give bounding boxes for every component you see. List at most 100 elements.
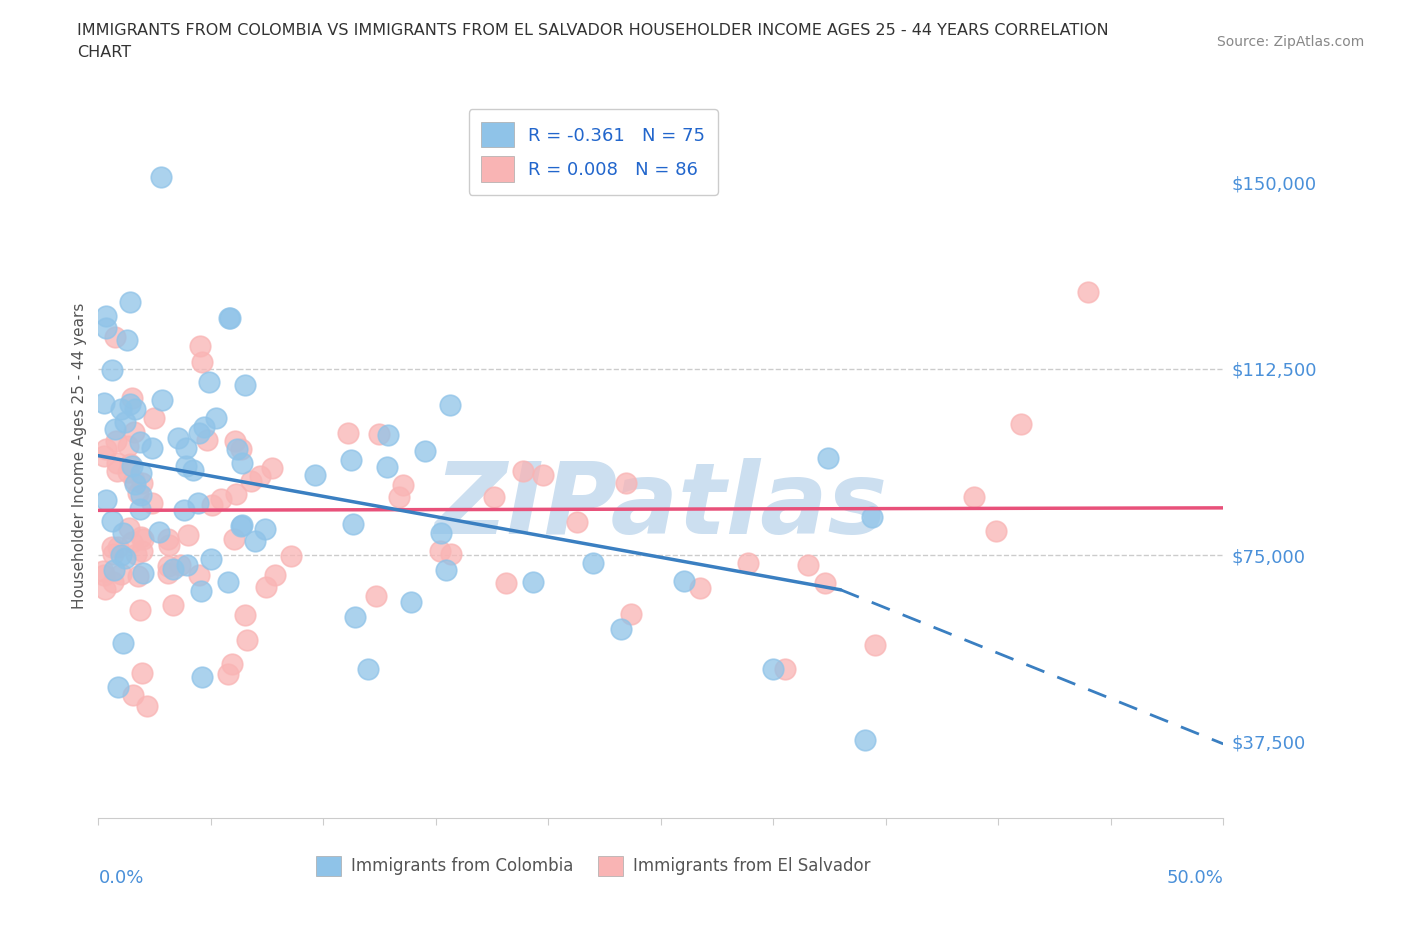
Point — [150, 392, 173, 407]
Point — [143, 411, 166, 426]
Point — [1010, 417, 1032, 432]
Point — [853, 733, 876, 748]
Legend: Immigrants from Colombia, Immigrants from El Salvador: Immigrants from Colombia, Immigrants fro… — [309, 849, 877, 883]
Point — [188, 339, 211, 353]
Point — [103, 421, 125, 436]
Point — [217, 575, 239, 590]
Point — [195, 432, 218, 447]
Point — [157, 538, 180, 552]
Point — [94, 442, 117, 457]
Point — [280, 549, 302, 564]
Point — [188, 568, 211, 583]
Point — [797, 557, 820, 572]
Point — [224, 433, 246, 448]
Point — [399, 594, 422, 609]
Point — [304, 467, 326, 482]
Point — [91, 564, 114, 578]
Point — [253, 522, 276, 537]
Point — [157, 532, 180, 547]
Point — [176, 527, 198, 542]
Point — [434, 563, 457, 578]
Point — [127, 485, 149, 500]
Point — [167, 431, 190, 445]
Point — [226, 441, 249, 456]
Point — [187, 496, 209, 511]
Point — [484, 490, 506, 505]
Point — [105, 463, 128, 478]
Point — [101, 513, 124, 528]
Point — [131, 565, 153, 580]
Point — [209, 492, 232, 507]
Point — [132, 531, 155, 546]
Point — [814, 576, 837, 591]
Point — [233, 608, 256, 623]
Point — [120, 397, 142, 412]
Point — [129, 603, 152, 618]
Point — [118, 294, 141, 309]
Point — [124, 425, 146, 440]
Point — [233, 378, 256, 392]
Point — [173, 503, 195, 518]
Point — [110, 548, 132, 563]
Point — [231, 442, 253, 457]
Point — [129, 487, 152, 502]
Point — [174, 458, 197, 473]
Point — [342, 517, 364, 532]
Point — [131, 476, 153, 491]
Point — [413, 444, 436, 458]
Point — [190, 584, 212, 599]
Point — [222, 532, 245, 547]
Point — [225, 487, 247, 502]
Point — [101, 546, 124, 561]
Point — [131, 529, 153, 544]
Point — [231, 517, 253, 532]
Point — [176, 441, 198, 456]
Point — [103, 575, 125, 590]
Point — [121, 535, 143, 550]
Point — [377, 428, 399, 443]
Point — [366, 588, 388, 603]
Point — [249, 469, 271, 484]
Point — [817, 451, 839, 466]
Point — [94, 320, 117, 335]
Point — [689, 580, 711, 595]
Point — [439, 397, 461, 412]
Point — [124, 476, 146, 491]
Point — [121, 458, 143, 473]
Point — [986, 524, 1008, 538]
Point — [531, 468, 554, 483]
Point — [162, 597, 184, 612]
Point — [131, 543, 153, 558]
Point — [121, 391, 143, 405]
Point — [112, 525, 135, 540]
Point — [236, 632, 259, 647]
Point — [197, 374, 219, 389]
Point — [205, 411, 228, 426]
Point — [135, 698, 157, 713]
Point — [229, 519, 252, 534]
Point — [264, 567, 287, 582]
Point — [260, 460, 283, 475]
Point — [388, 489, 411, 504]
Point — [162, 561, 184, 576]
Point — [94, 493, 117, 508]
Point — [1077, 285, 1099, 299]
Point — [357, 662, 380, 677]
Point — [217, 667, 239, 682]
Point — [522, 575, 544, 590]
Point — [127, 568, 149, 583]
Point — [512, 464, 534, 479]
Point — [392, 478, 415, 493]
Point — [93, 568, 115, 583]
Point — [368, 427, 391, 442]
Text: 0.0%: 0.0% — [98, 870, 143, 887]
Point — [128, 502, 150, 517]
Point — [565, 514, 588, 529]
Text: 50.0%: 50.0% — [1167, 870, 1223, 887]
Point — [375, 460, 398, 475]
Text: Source: ZipAtlas.com: Source: ZipAtlas.com — [1216, 35, 1364, 49]
Point — [191, 355, 214, 370]
Point — [128, 434, 150, 449]
Point — [110, 567, 132, 582]
Point — [100, 539, 122, 554]
